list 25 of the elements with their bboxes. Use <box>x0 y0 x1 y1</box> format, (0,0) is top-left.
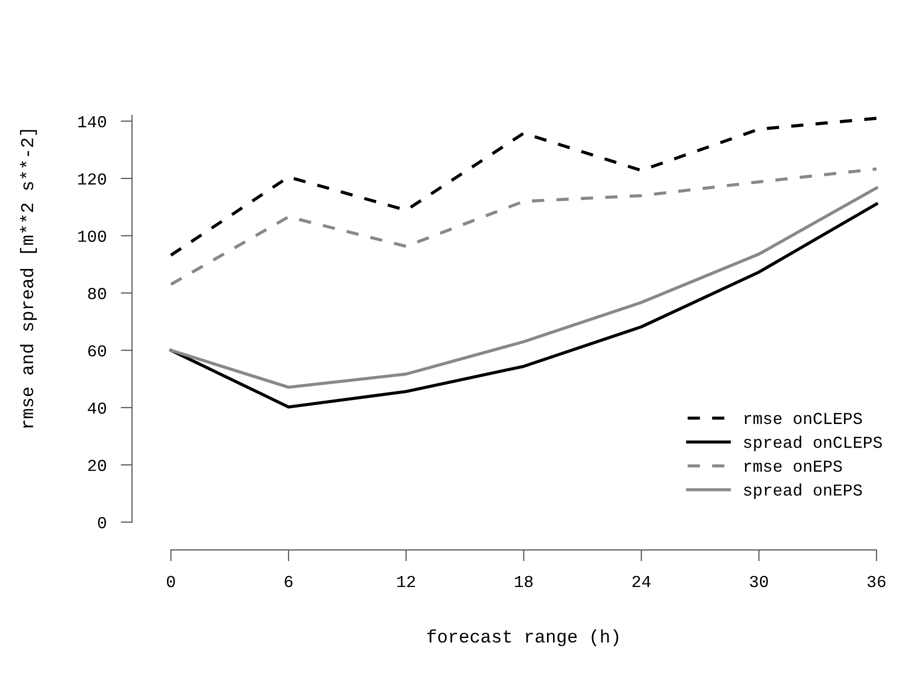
y-tick-label: 60 <box>88 345 106 356</box>
legend-label: rmse onCLEPS <box>744 412 862 424</box>
y-tick-label: 20 <box>88 460 106 472</box>
legend-label: spread onEPS <box>744 483 862 500</box>
x-tick-label: 30 <box>750 576 768 588</box>
y-axis-title: rmse and spread [m**2 s**-2] <box>20 130 37 428</box>
legend-label: spread onCLEPS <box>744 436 882 452</box>
line-series <box>169 186 878 389</box>
y-tick-label: 120 <box>78 173 106 185</box>
y-tick-label: 140 <box>78 116 106 128</box>
y-tick-label: 100 <box>78 230 106 242</box>
y-tick-label: 0 <box>98 517 106 528</box>
x-tick-label: 12 <box>397 576 415 588</box>
x-tick-label: 24 <box>632 576 650 588</box>
y-tick-label: 40 <box>88 402 106 414</box>
x-tick-label: 18 <box>514 576 533 588</box>
line-series <box>169 116 878 257</box>
x-tick-label: 6 <box>284 576 292 588</box>
line-series <box>169 202 878 409</box>
x-axis-title: forecast range (h) <box>427 629 618 646</box>
y-tick-label: 80 <box>88 288 106 300</box>
x-tick-label: 36 <box>868 576 886 588</box>
line-series <box>169 167 878 286</box>
legend-label: rmse onEPS <box>744 460 842 472</box>
x-tick-label: 0 <box>166 576 175 588</box>
